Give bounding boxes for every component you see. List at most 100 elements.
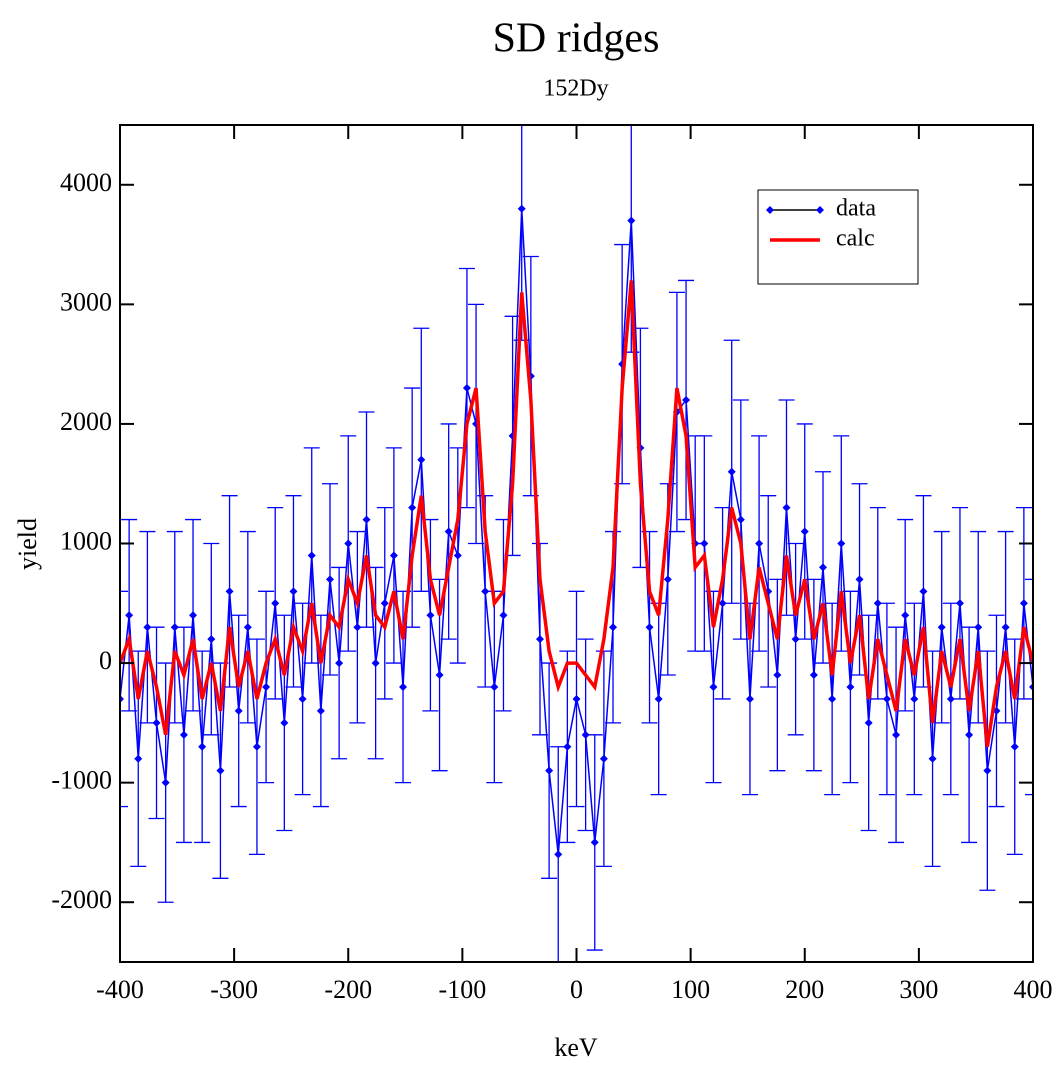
y-tick-label: 3000	[60, 287, 112, 316]
x-axis-label: keV	[554, 1033, 598, 1062]
data-marker	[581, 730, 590, 739]
x-tick-label: 300	[899, 975, 938, 1004]
data-marker	[627, 216, 636, 225]
data-marker	[307, 551, 316, 560]
legend-label: calc	[836, 226, 875, 252]
data-marker	[344, 539, 353, 548]
data-marker	[371, 659, 380, 668]
data-marker	[718, 599, 727, 608]
data-marker	[280, 718, 289, 727]
data-marker	[828, 694, 837, 703]
data-marker	[134, 754, 143, 763]
data-marker	[225, 587, 234, 596]
data-marker	[353, 623, 362, 632]
data-marker	[727, 467, 736, 476]
x-tick-label: 400	[1014, 975, 1053, 1004]
data-marker	[453, 551, 462, 560]
data-marker	[773, 671, 782, 680]
data-marker	[928, 754, 937, 763]
data-marker	[736, 515, 745, 524]
data-marker	[937, 623, 946, 632]
data-marker	[965, 730, 974, 739]
x-tick-label: -400	[96, 975, 144, 1004]
y-tick-label: 2000	[60, 407, 112, 436]
legend-marker	[766, 206, 774, 214]
data-marker	[417, 455, 426, 464]
data-marker	[234, 706, 243, 715]
data-marker	[910, 694, 919, 703]
data-marker	[216, 766, 225, 775]
y-tick-label: 1000	[60, 526, 112, 555]
data-marker	[663, 575, 672, 584]
data-marker	[682, 396, 691, 405]
data-marker	[207, 635, 216, 644]
y-axis-label: yield	[13, 518, 42, 570]
data-marker	[864, 718, 873, 727]
data-marker	[389, 551, 398, 560]
data-marker	[873, 599, 882, 608]
data-marker	[408, 503, 417, 512]
data-marker	[271, 599, 280, 608]
data-marker	[152, 718, 161, 727]
legend-label: data	[836, 196, 876, 222]
data-marker	[517, 204, 526, 213]
data-marker	[983, 766, 992, 775]
x-tick-label: 0	[570, 975, 583, 1004]
data-marker	[809, 671, 818, 680]
y-tick-label: 4000	[60, 168, 112, 197]
data-marker	[325, 575, 334, 584]
data-marker	[645, 623, 654, 632]
data-marker	[490, 682, 499, 691]
y-tick-label: -1000	[51, 766, 112, 795]
data-marker	[189, 611, 198, 620]
data-marker	[380, 599, 389, 608]
data-marker	[161, 778, 170, 787]
chart-title: SD ridges	[493, 16, 660, 62]
data-marker	[362, 515, 371, 524]
legend: data calc	[757, 189, 919, 285]
data-marker	[599, 754, 608, 763]
data-marker	[143, 623, 152, 632]
data-marker	[901, 611, 910, 620]
chart-subtitle: 152Dy	[543, 76, 608, 102]
data-marker	[709, 682, 718, 691]
data-marker	[535, 635, 544, 644]
data-marker	[554, 850, 563, 859]
data-marker	[782, 503, 791, 512]
data-marker	[462, 384, 471, 393]
data-marker	[499, 611, 508, 620]
data-marker	[919, 587, 928, 596]
x-tick-label: -200	[324, 975, 372, 1004]
data-marker	[125, 611, 134, 620]
data-marker	[855, 575, 864, 584]
data-marker	[1019, 599, 1028, 608]
plot-area	[120, 125, 1033, 962]
data-marker	[444, 527, 453, 536]
data-marker	[1001, 623, 1010, 632]
data-marker	[198, 742, 207, 751]
data-marker	[791, 635, 800, 644]
series-line	[120, 280, 1033, 748]
data-marker	[800, 527, 809, 536]
data-marker	[262, 682, 271, 691]
x-tick-label: -100	[439, 975, 487, 1004]
data-marker	[252, 742, 261, 751]
y-tick-label: -2000	[51, 885, 112, 914]
data-marker	[1010, 742, 1019, 751]
data-marker	[335, 659, 344, 668]
data-marker	[846, 682, 855, 691]
data-marker	[974, 623, 983, 632]
data-marker	[882, 694, 891, 703]
error-bar	[120, 590, 128, 808]
x-tick-label: 200	[785, 975, 824, 1004]
data-marker	[892, 730, 901, 739]
x-tick-label: -300	[210, 975, 258, 1004]
data-marker	[819, 563, 828, 572]
y-tick-label: 0	[99, 646, 112, 675]
data-marker	[837, 539, 846, 548]
data-marker	[590, 838, 599, 847]
data-marker	[955, 599, 964, 608]
data-marker	[289, 587, 298, 596]
data-marker	[316, 706, 325, 715]
data-marker	[572, 694, 581, 703]
